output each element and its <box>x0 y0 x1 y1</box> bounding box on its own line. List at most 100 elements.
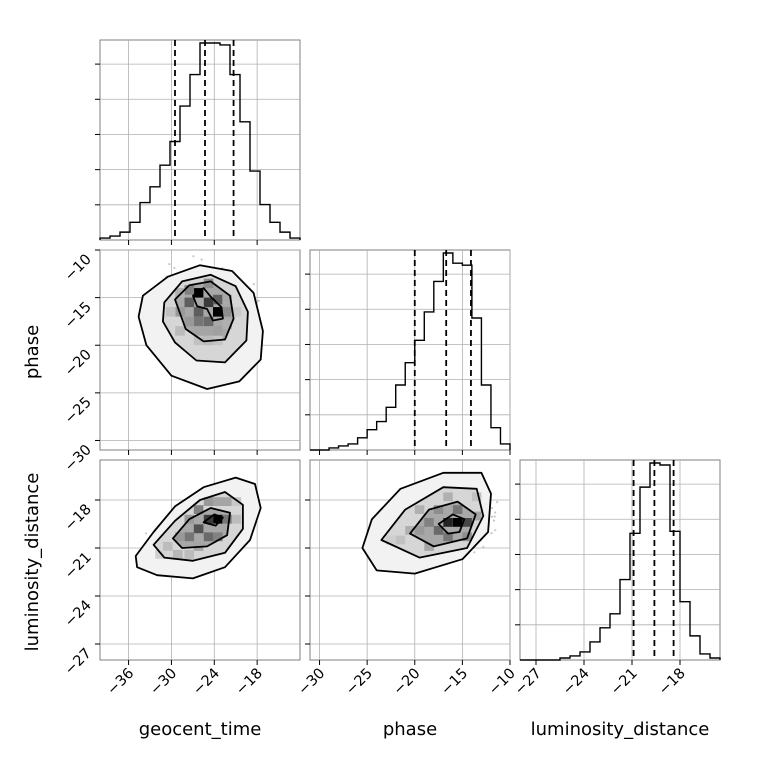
panel-frame <box>519 459 721 661</box>
density-cell <box>452 518 463 527</box>
x-tick-label: −25 <box>343 666 376 699</box>
density-cell <box>213 326 223 336</box>
density-cell <box>193 505 204 514</box>
sample-point <box>257 299 260 302</box>
density-cell <box>193 316 204 327</box>
density-cell <box>203 497 214 506</box>
density-cell <box>443 492 453 502</box>
density-cell <box>175 326 185 336</box>
sample-point <box>200 258 203 261</box>
density-cell <box>452 505 463 514</box>
contour-level-1 <box>137 264 264 390</box>
density-cell <box>433 526 444 535</box>
density-cell <box>203 316 214 327</box>
density-cell <box>471 511 482 521</box>
x-tick-label: −27 <box>512 666 545 699</box>
y-tick-label: −21 <box>62 550 95 583</box>
panel-luminosity-distance-vs-phase: −30 −25 −20 −15 −10 <box>295 459 519 699</box>
density-cell <box>222 497 232 506</box>
y-axis-label-phase: phase <box>22 325 43 379</box>
density-cell <box>184 550 195 559</box>
contour-level-3 <box>409 500 477 548</box>
histogram-line <box>520 462 721 661</box>
density-cell <box>175 532 185 542</box>
contour-level-4 <box>437 513 466 535</box>
sample-point <box>494 529 497 532</box>
y-tick-label: −20 <box>62 347 95 380</box>
density-cell <box>213 294 223 305</box>
x-tick-label: −18 <box>656 666 689 699</box>
sample-point <box>252 283 255 286</box>
x-tick-label: −36 <box>104 666 137 699</box>
panel-luminosity-distance-vs-geocent-time: −36 −30 −24 −18 −18 −21 −24 −27 <box>62 459 301 699</box>
density-cell <box>471 492 482 502</box>
y-tick-label: −18 <box>62 502 95 535</box>
density-cell <box>184 532 195 542</box>
density-cell <box>184 316 195 327</box>
x-axis-label-geocent-time: geocent_time <box>139 719 262 740</box>
density-cell <box>386 535 396 545</box>
x-tick-label: −20 <box>391 666 424 699</box>
density-cell <box>443 532 453 542</box>
panel-geocent-time-hist <box>95 39 301 245</box>
x-tick-label: −24 <box>190 666 223 699</box>
panel-phase-vs-geocent-time: −10 −15 −20 −25 −30 <box>62 249 301 475</box>
density-cell <box>231 307 242 317</box>
density-cell <box>193 335 204 346</box>
x-tick-label: −18 <box>233 666 266 699</box>
density-cell <box>424 518 434 527</box>
density-cell <box>222 514 232 524</box>
density-cell <box>184 285 195 295</box>
panel-phase-hist <box>305 249 511 455</box>
sample-point <box>492 519 496 522</box>
sample-point <box>144 532 148 535</box>
density-cell <box>231 514 242 524</box>
density-cell <box>203 326 214 336</box>
sample-point <box>168 263 171 266</box>
x-tick-label: −21 <box>608 666 641 699</box>
density-cell <box>203 297 214 308</box>
density-cell <box>222 319 232 329</box>
sample-point <box>482 545 485 548</box>
y-axis-label-luminosity-distance: luminosity_distance <box>22 473 43 652</box>
density-cell <box>433 505 444 514</box>
contour-level-3 <box>172 507 231 549</box>
x-tick-label: −24 <box>560 666 593 699</box>
x-tick-label: −30 <box>295 666 328 699</box>
density-cell <box>173 550 183 559</box>
y-tick-label: −25 <box>62 394 95 427</box>
density-cell <box>175 288 185 298</box>
y-tick-label: −30 <box>62 442 95 475</box>
contour-level-1 <box>134 476 262 580</box>
x-axis-label-phase: phase <box>383 719 437 740</box>
density-cell <box>222 307 232 317</box>
contour-level-4 <box>202 513 224 527</box>
density-cell <box>203 532 214 542</box>
density-cell <box>193 307 204 317</box>
density-cell <box>193 524 204 534</box>
density-cell <box>213 532 223 542</box>
panel-frame <box>99 39 301 241</box>
density-cell <box>165 307 176 317</box>
x-tick-label: −15 <box>438 666 471 699</box>
density-cell <box>443 518 453 527</box>
density-cell <box>203 278 214 289</box>
panel-luminosity-distance-hist: −27 −24 −21 −18 <box>512 459 721 699</box>
density-cell <box>213 307 223 317</box>
sample-point <box>490 506 494 510</box>
density-cell <box>231 497 242 506</box>
density-cell <box>163 542 173 551</box>
density-cell <box>414 526 425 535</box>
density-cell <box>405 526 415 535</box>
panel-frame <box>99 459 301 661</box>
sample-point <box>493 515 496 518</box>
contour-level-4 <box>192 287 224 322</box>
sample-point <box>173 266 176 270</box>
density-cell <box>193 288 204 298</box>
density-cell <box>213 497 223 506</box>
density-cell <box>462 518 472 527</box>
contour-level-2 <box>380 486 485 559</box>
x-tick-label: −10 <box>486 666 519 699</box>
contour-level-2 <box>162 273 249 364</box>
